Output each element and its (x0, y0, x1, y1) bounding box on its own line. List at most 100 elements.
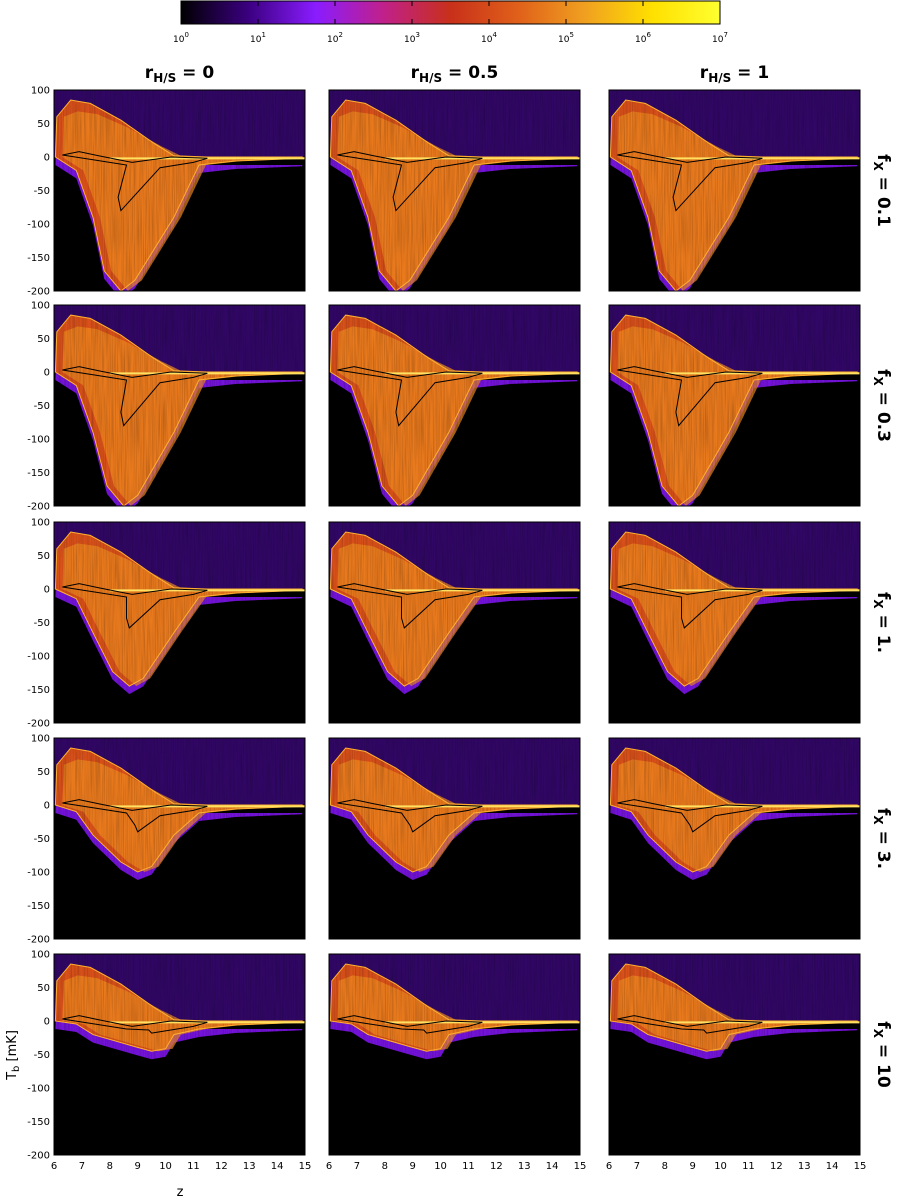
inner-contour (62, 583, 208, 629)
density-noise (54, 738, 305, 939)
colorbar-tick-label: 102 (327, 31, 343, 45)
panel-frame (328, 521, 581, 724)
panel (328, 737, 581, 940)
panel-frame (608, 304, 861, 507)
y-tick-label: 100 (31, 950, 50, 961)
panel: 100 50 0 -50 -100 -150 -200 (27, 301, 306, 513)
density-noise (54, 90, 305, 291)
y-tick-label: 0 (44, 801, 50, 812)
y-tick-label: 100 (31, 86, 50, 97)
row-title: fX = 0.1 (871, 154, 893, 227)
x-tick-label: 12 (215, 1161, 228, 1172)
colorbar-tick-label: 100 (173, 31, 189, 45)
x-tick-label: 8 (662, 1161, 668, 1172)
panel (608, 304, 861, 507)
y-tick-label: 50 (37, 767, 50, 778)
panel: 100 50 0 -50 -100 -150 -200 (27, 518, 306, 730)
y-tick-label: 50 (37, 119, 50, 130)
x-tick-label: 12 (770, 1161, 783, 1172)
colorbar-tick-label: 105 (558, 31, 574, 45)
y-tick-label: 0 (44, 368, 50, 379)
y-tick-label: -50 (34, 1050, 50, 1061)
column-title: rH/S = 0.5 (411, 63, 499, 85)
inner-contour (617, 151, 763, 212)
x-tick-label: 14 (826, 1161, 839, 1172)
panel (328, 89, 581, 292)
y-tick-label: -100 (27, 652, 50, 663)
colorbar-tick-label: 106 (635, 31, 651, 45)
density-noise (609, 738, 860, 939)
x-tick-label: 6 (606, 1161, 612, 1172)
density-noise (329, 954, 580, 1155)
x-tick-label: 11 (187, 1161, 200, 1172)
density-noise (54, 522, 305, 723)
row-title: fX = 0.3 (871, 369, 893, 442)
inner-contour (62, 366, 208, 427)
density-noise (329, 305, 580, 506)
panel-frame (608, 737, 861, 940)
y-tick-label: 100 (31, 518, 50, 529)
x-tick-label: 10 (159, 1161, 172, 1172)
y-tick-label: -200 (27, 287, 50, 298)
x-axis-label: z (177, 1185, 184, 1200)
x-tick-label: 7 (79, 1161, 85, 1172)
colorbar-tick-label: 107 (712, 31, 728, 45)
density-noise (329, 522, 580, 723)
row-title: fX = 1. (871, 592, 893, 653)
y-tick-label: -50 (34, 186, 50, 197)
inner-contour (617, 799, 763, 833)
panel-frame (328, 737, 581, 940)
inner-contour (62, 799, 208, 833)
panel (608, 521, 861, 724)
y-tick-label: 0 (44, 585, 50, 596)
panel-frame (53, 89, 306, 292)
x-tick-label: 12 (490, 1161, 503, 1172)
inner-contour (617, 1015, 763, 1034)
inner-contour (62, 1015, 208, 1034)
panel (608, 89, 861, 292)
y-tick-label: -150 (27, 685, 50, 696)
panel: 6 7 8 9 10 11 12 13 14 15 (326, 953, 587, 1172)
y-tick-label: -100 (27, 868, 50, 879)
x-tick-label: 8 (107, 1161, 113, 1172)
x-tick-label: 8 (382, 1161, 388, 1172)
density-noise (54, 954, 305, 1155)
panel-frame (328, 89, 581, 292)
column-title: rH/S = 1 (700, 63, 769, 85)
colorbar-tick-label: 103 (404, 31, 420, 45)
x-tick-label: 15 (854, 1161, 867, 1172)
x-tick-label: 6 (326, 1161, 332, 1172)
x-tick-label: 14 (271, 1161, 284, 1172)
density-noise (609, 954, 860, 1155)
panel-frame (328, 304, 581, 507)
x-tick-label: 10 (714, 1161, 727, 1172)
panel-frame (53, 953, 306, 1156)
y-tick-label: -200 (27, 502, 50, 513)
panel: 100 50 0 -50 -100 -150 -200 (27, 734, 306, 946)
panel (608, 737, 861, 940)
x-tick-label: 10 (434, 1161, 447, 1172)
x-tick-label: 13 (518, 1161, 531, 1172)
panel-frame (328, 953, 581, 1156)
panel (328, 521, 581, 724)
y-tick-label: 0 (44, 1017, 50, 1028)
panel: 6 7 8 9 10 11 12 13 14 15 (606, 953, 867, 1172)
density-noise (609, 522, 860, 723)
inner-contour (337, 366, 483, 427)
row-title: fX = 10 (871, 1021, 893, 1088)
y-tick-label: -100 (27, 220, 50, 231)
y-tick-label: -150 (27, 468, 50, 479)
x-tick-label: 15 (574, 1161, 587, 1172)
y-tick-label: 0 (44, 153, 50, 164)
panel (328, 304, 581, 507)
y-tick-label: 50 (37, 551, 50, 562)
inner-contour (617, 583, 763, 629)
y-tick-label: -150 (27, 1117, 50, 1128)
y-tick-label: -100 (27, 1084, 50, 1095)
panel-frame (608, 521, 861, 724)
column-title: rH/S = 0 (145, 63, 215, 85)
column-titles: rH/S = 0 rH/S = 0.5 rH/S = 1 (145, 63, 769, 85)
panel-frame (53, 521, 306, 724)
inner-contour (617, 366, 763, 427)
colorbar-tick-label: 101 (250, 31, 266, 45)
